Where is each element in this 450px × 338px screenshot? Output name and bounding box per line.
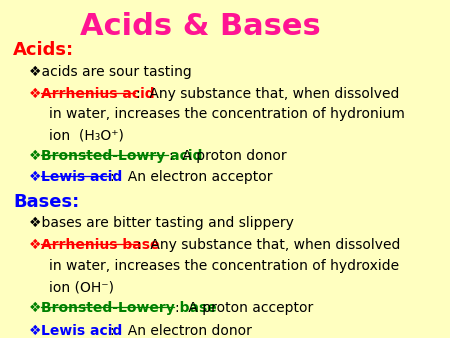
Text: :   An electron donor: : An electron donor — [110, 323, 252, 338]
Text: ❖: ❖ — [29, 323, 42, 338]
Text: ion (OH⁻): ion (OH⁻) — [49, 281, 114, 295]
Text: :  A proton donor: : A proton donor — [170, 149, 287, 163]
Text: Acids:: Acids: — [14, 41, 74, 59]
Text: ❖: ❖ — [29, 170, 42, 184]
Text: ❖: ❖ — [29, 87, 42, 101]
Text: :  A proton acceptor: : A proton acceptor — [175, 300, 313, 315]
Text: ❖acids are sour tasting: ❖acids are sour tasting — [29, 65, 192, 79]
Text: Bronsted-Lowery base: Bronsted-Lowery base — [41, 300, 217, 315]
Text: Arrhenius acid: Arrhenius acid — [41, 87, 155, 101]
Text: ❖: ❖ — [29, 300, 42, 315]
Text: Lewis acid: Lewis acid — [41, 170, 122, 184]
Text: ion  (H₃O⁺): ion (H₃O⁺) — [49, 128, 124, 142]
Text: in water, increases the concentration of hydroxide: in water, increases the concentration of… — [49, 259, 399, 273]
Text: in water, increases the concentration of hydronium: in water, increases the concentration of… — [49, 107, 405, 121]
Text: Arrhenius base: Arrhenius base — [41, 238, 160, 252]
Text: Lewis acid: Lewis acid — [41, 323, 122, 338]
Text: ❖bases are bitter tasting and slippery: ❖bases are bitter tasting and slippery — [29, 216, 294, 230]
Text: :  Any substance that, when dissolved: : Any substance that, when dissolved — [136, 87, 399, 101]
Text: ❖: ❖ — [29, 149, 42, 163]
Text: Bronsted-Lowry acid: Bronsted-Lowry acid — [41, 149, 202, 163]
Text: :  Any substance that, when dissolved: : Any substance that, when dissolved — [137, 238, 400, 252]
Text: :   An electron acceptor: : An electron acceptor — [110, 170, 272, 184]
Text: Bases:: Bases: — [14, 193, 80, 211]
Text: ❖: ❖ — [29, 238, 42, 252]
Text: Acids & Bases: Acids & Bases — [80, 13, 321, 42]
